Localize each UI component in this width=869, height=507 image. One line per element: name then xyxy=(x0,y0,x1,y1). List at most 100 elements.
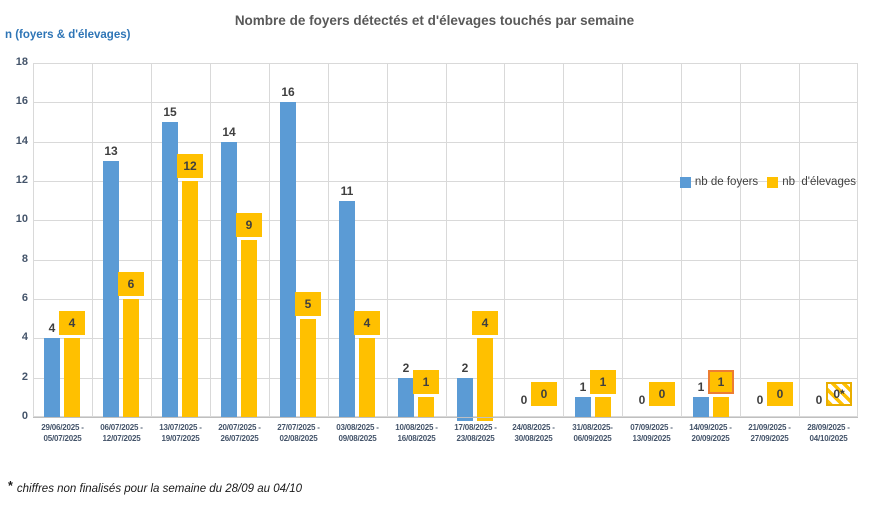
gridline-vertical xyxy=(446,63,447,417)
gridline-vertical xyxy=(740,63,741,417)
bar-elevages xyxy=(359,338,375,417)
gridline-horizontal xyxy=(33,378,858,379)
footnote-asterisk: * xyxy=(8,479,13,493)
data-label-foyers: 0 xyxy=(815,393,823,407)
legend-item-foyers: nb de foyers xyxy=(679,176,759,188)
y-tick-label: 16 xyxy=(15,95,28,107)
gridline-vertical xyxy=(210,63,211,417)
gridline-horizontal xyxy=(33,220,858,221)
bar-foyers xyxy=(103,161,119,417)
category-label: 03/08/2025 -09/08/2025 xyxy=(336,423,379,443)
bar-foyers xyxy=(693,397,709,417)
footnote: * chiffres non finalisés pour la semaine … xyxy=(8,479,302,497)
data-label-foyers: 13 xyxy=(104,144,118,158)
bar-foyers xyxy=(280,102,296,417)
gridline-horizontal xyxy=(33,181,858,182)
category-label: 29/06/2025 -05/07/2025 xyxy=(41,423,84,443)
y-tick-label: 2 xyxy=(21,371,28,383)
gridline-vertical xyxy=(328,63,329,417)
category-label: 28/09/2025 -04/10/2025 xyxy=(807,423,850,443)
gridline-horizontal xyxy=(33,102,858,103)
legend-swatch-blue-icon xyxy=(679,176,691,188)
data-label-elevages: 0 xyxy=(531,382,557,406)
gridline-vertical xyxy=(681,63,682,417)
legend-swatch-yellow-icon xyxy=(767,176,779,188)
data-label-elevages: 4 xyxy=(472,311,498,335)
gridline-horizontal xyxy=(33,299,858,300)
category-label: 21/09/2025 -27/09/2025 xyxy=(748,423,791,443)
y-tick-label: 6 xyxy=(21,292,28,304)
bar-foyers xyxy=(398,378,414,417)
y-axis-title: n (foyers & d'élevages) xyxy=(5,29,131,41)
category-label: 24/08/2025 -30/08/2025 xyxy=(512,423,555,443)
bar-elevages xyxy=(418,397,434,417)
category-label: 31/08/2025- 06/09/2025 xyxy=(572,423,613,443)
data-label-foyers: 1 xyxy=(579,380,587,394)
underline-strip-blue xyxy=(457,418,473,421)
data-label-foyers: 11 xyxy=(340,184,354,198)
data-label-elevages: 9 xyxy=(236,213,262,237)
data-label-foyers: 14 xyxy=(222,125,236,139)
bar-foyers xyxy=(162,122,178,417)
gridline-vertical xyxy=(151,63,152,417)
category-label: 20/07/2025 -26/07/2025 xyxy=(218,423,261,443)
gridline-vertical xyxy=(269,63,270,417)
y-tick-label: 8 xyxy=(21,253,28,265)
bar-elevages xyxy=(241,240,257,417)
y-tick-label: 12 xyxy=(15,174,28,186)
data-label-foyers: 16 xyxy=(281,85,295,99)
bar-foyers xyxy=(457,378,473,417)
gridline-vertical xyxy=(387,63,388,417)
data-label-foyers: 2 xyxy=(402,361,410,375)
bar-elevages xyxy=(64,338,80,417)
data-label-elevages: 1 xyxy=(590,370,616,394)
y-tick-label: 0 xyxy=(21,410,28,422)
gridline-vertical xyxy=(92,63,93,417)
gridline-vertical xyxy=(504,63,505,417)
chart-title: Nombre de foyers détectés et d'élevages … xyxy=(234,13,635,28)
legend: nb de foyers nb d'élevages xyxy=(679,176,856,188)
bar-elevages xyxy=(123,299,139,417)
underline-strip-yellow xyxy=(477,418,493,421)
bar-elevages xyxy=(595,397,611,417)
category-label: 07/09/2025 -13/09/2025 xyxy=(630,423,673,443)
data-label-elevages: 0 xyxy=(767,382,793,406)
gridline-horizontal xyxy=(33,338,858,339)
category-label: 06/07/2025 -12/07/2025 xyxy=(100,423,143,443)
plot-area xyxy=(33,63,858,417)
data-label-foyers: 1 xyxy=(697,380,705,394)
data-label-elevages: 4 xyxy=(59,311,85,335)
data-label-foyers: 15 xyxy=(163,105,177,119)
bar-elevages xyxy=(477,338,493,417)
legend-item-elevages: nb d'élevages xyxy=(767,176,856,188)
data-label-elevages: 0 xyxy=(649,382,675,406)
legend-label-foyers: nb de foyers xyxy=(694,176,759,188)
y-tick-label: 14 xyxy=(15,135,28,147)
category-label: 10/08/2025 -16/08/2025 xyxy=(395,423,438,443)
data-label-elevages: 5 xyxy=(295,292,321,316)
footnote-text: chiffres non finalisés pour la semaine d… xyxy=(16,483,303,495)
y-tick-label: 18 xyxy=(15,56,28,68)
category-label: 14/09/2025 -20/09/2025 xyxy=(689,423,732,443)
gridline-vertical xyxy=(622,63,623,417)
data-label-foyers: 4 xyxy=(48,321,56,335)
data-label-foyers: 0 xyxy=(756,393,764,407)
data-label-foyers: 0 xyxy=(520,393,528,407)
bar-elevages xyxy=(713,397,729,417)
x-axis-line xyxy=(33,417,858,418)
data-label-foyers: 2 xyxy=(461,361,469,375)
bar-foyers xyxy=(339,201,355,417)
data-label-elevages: 1 xyxy=(708,370,734,394)
gridline-horizontal xyxy=(33,260,858,261)
bar-foyers xyxy=(221,142,237,417)
bar-foyers xyxy=(44,338,60,417)
category-label: 17/08/2025 -23/08/2025 xyxy=(454,423,497,443)
gridline-vertical xyxy=(799,63,800,417)
data-label-elevages: 4 xyxy=(354,311,380,335)
y-tick-label: 4 xyxy=(21,331,28,343)
data-label-elevages: 0* xyxy=(826,382,852,406)
data-label-foyers: 0 xyxy=(638,393,646,407)
data-label-elevages: 12 xyxy=(177,154,203,178)
bar-elevages xyxy=(182,181,198,417)
